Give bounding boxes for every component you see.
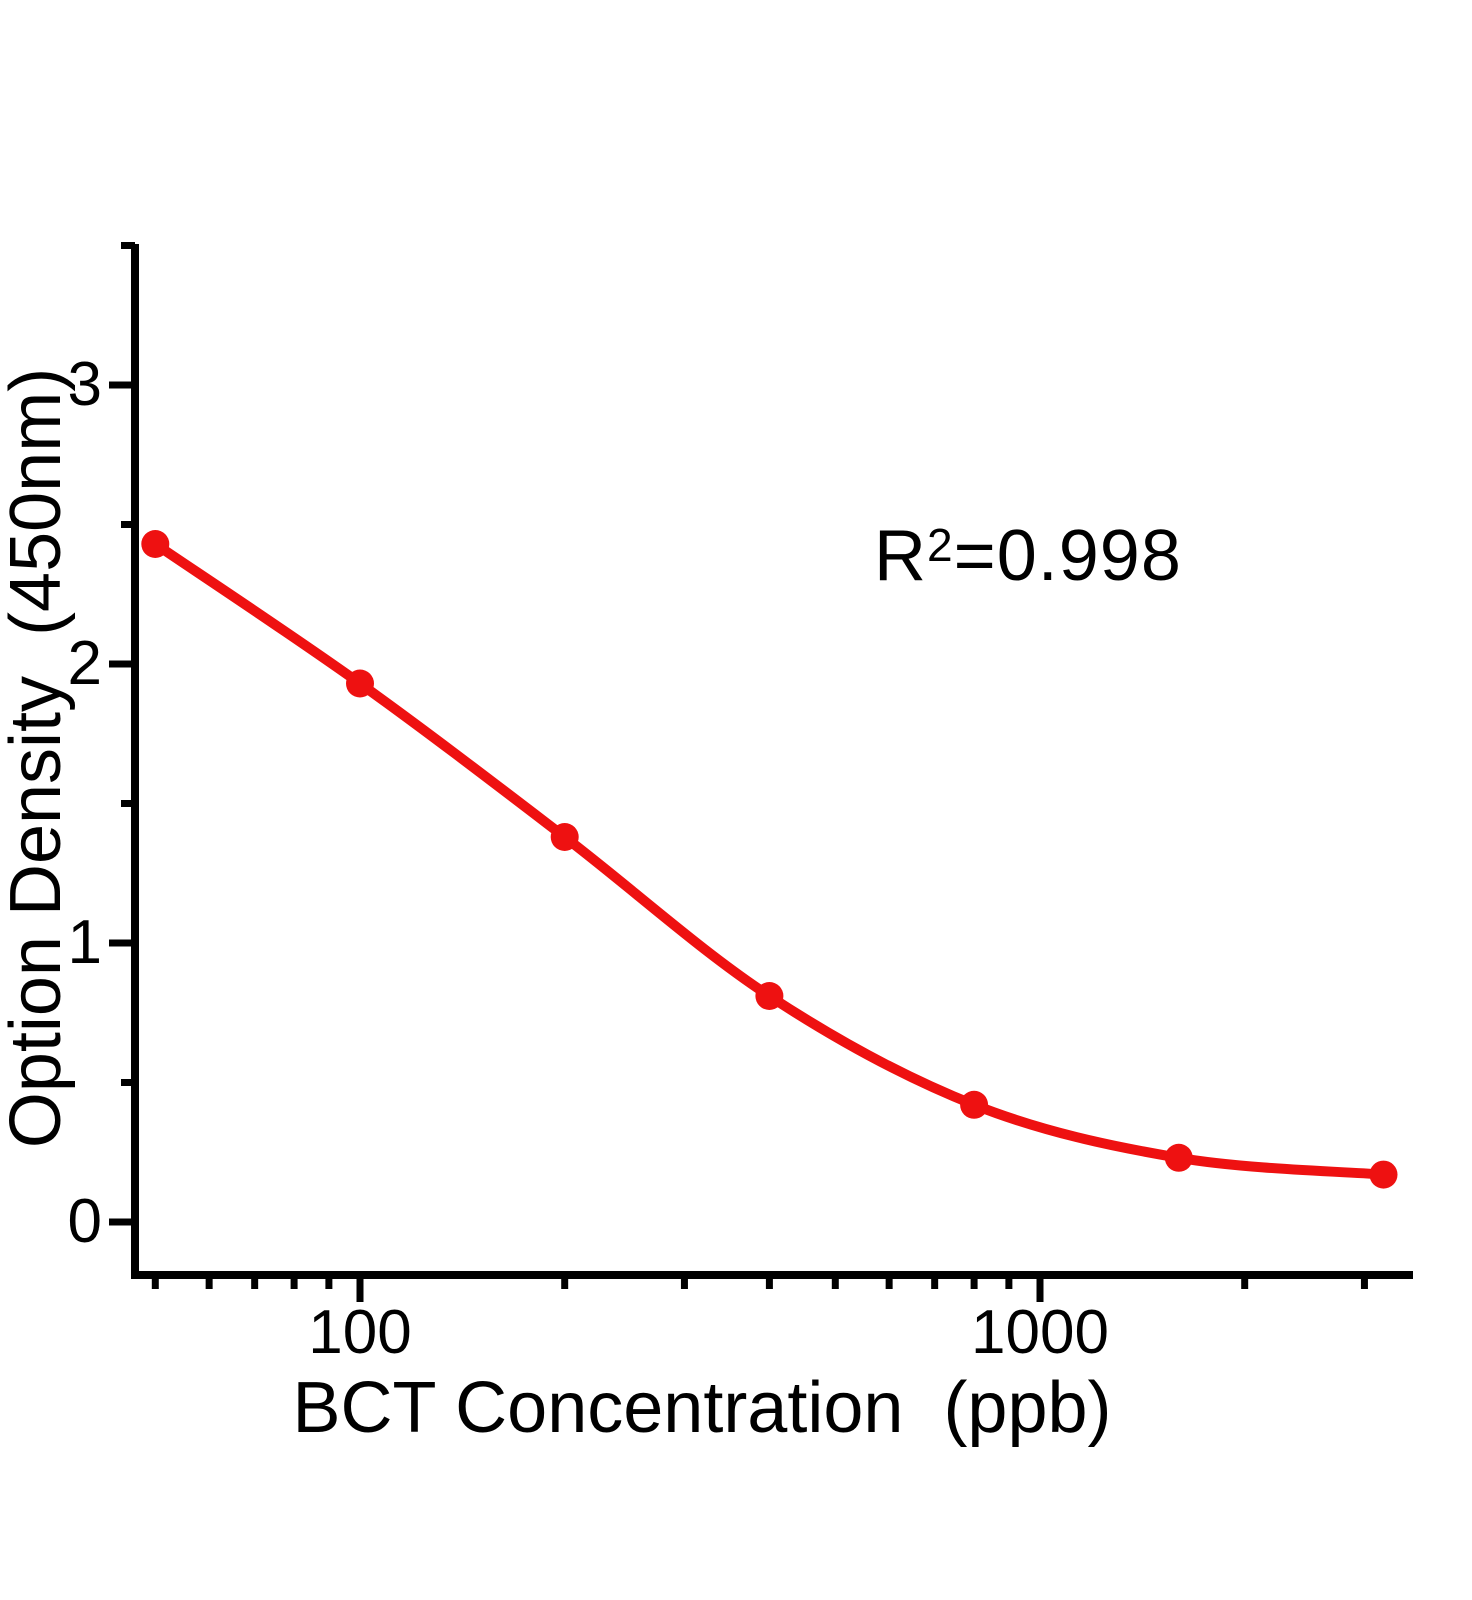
data-point-marker: [346, 669, 374, 698]
axis-tick-labels: 3 2 1 0 100 1000: [68, 350, 1109, 1367]
y-tick-label: 1: [68, 908, 102, 977]
r-squared-superscript: 2: [927, 518, 954, 571]
y-axis-title: Option Density (450nm): [0, 368, 76, 1148]
fit-curve-line: [150, 539, 1389, 1180]
r-squared-base: R: [874, 516, 927, 596]
r-squared-annotation: R2=0.998: [874, 520, 1182, 592]
data-point-marker: [550, 823, 579, 851]
r-squared-value: =0.998: [953, 516, 1182, 596]
y-tick-label: 0: [68, 1187, 102, 1256]
data-point-marker: [1369, 1160, 1398, 1189]
data-point-marker: [1164, 1143, 1193, 1172]
y-tick-label: 2: [68, 629, 102, 698]
x-tick-label: 100: [308, 1298, 411, 1367]
data-points: [141, 530, 1398, 1189]
x-axis-title: BCT Concentration (ppb): [292, 1368, 1111, 1448]
data-point-marker: [960, 1090, 989, 1119]
x-tick-label: 1000: [971, 1298, 1109, 1367]
y-tick-label: 3: [68, 350, 102, 419]
axis-lines: [131, 244, 1413, 1279]
data-point-marker: [141, 530, 170, 558]
axis-ticks: [109, 242, 1368, 1302]
data-point-marker: [755, 982, 784, 1010]
